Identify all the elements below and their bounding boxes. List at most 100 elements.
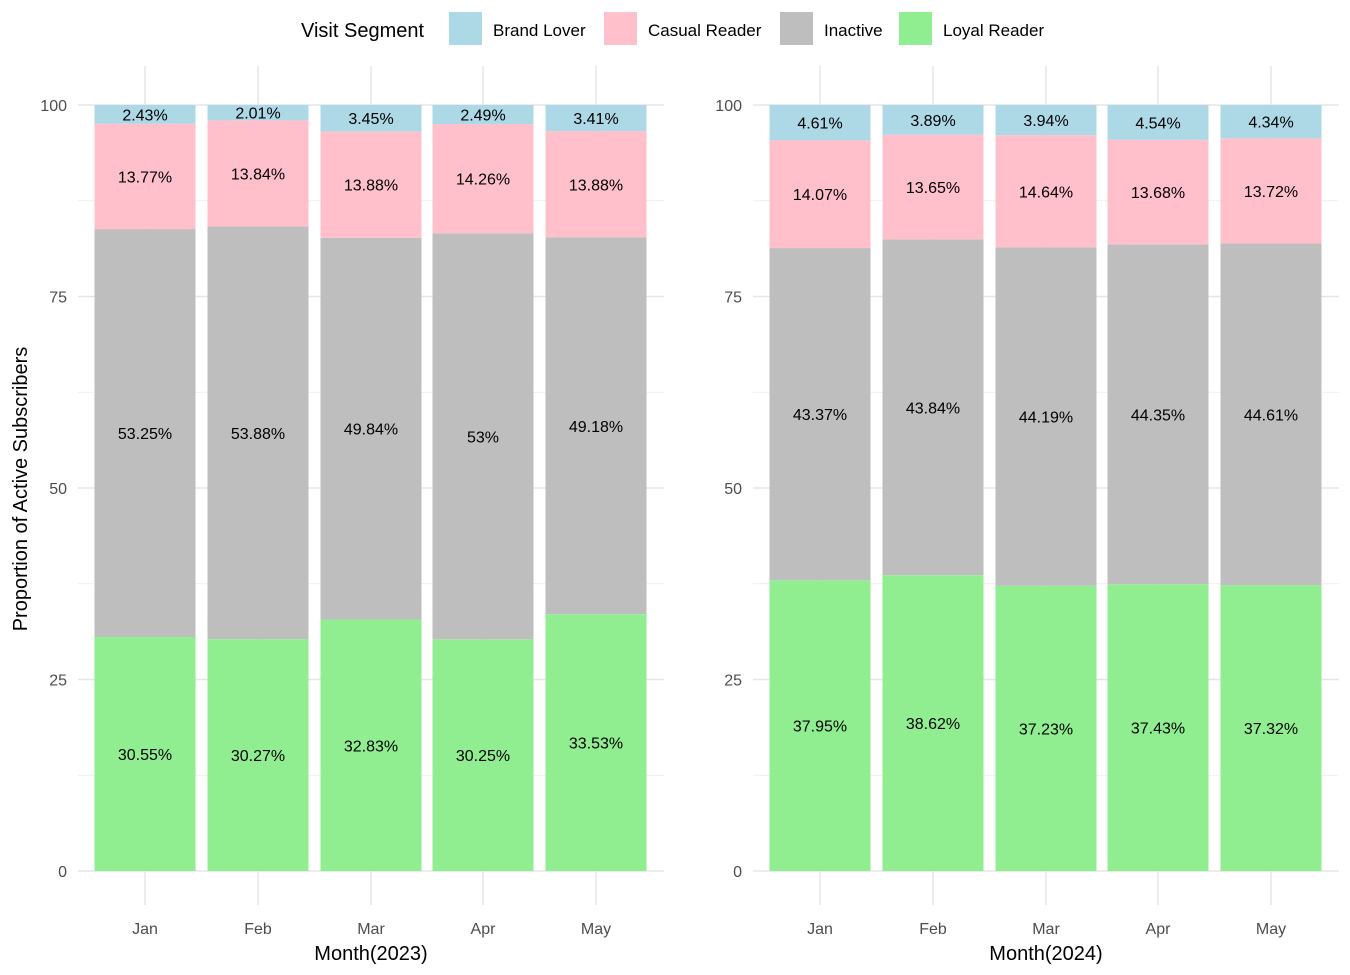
- data-label: 37.32%: [1244, 721, 1298, 738]
- data-label: 4.34%: [1248, 115, 1293, 132]
- bar-loyal-reader-apr-2024: [1107, 584, 1209, 871]
- x-axis-title-2023: Month(2023): [314, 943, 427, 965]
- legend-label-casual-reader: Casual Reader: [648, 21, 762, 40]
- bar-loyal-reader-may-2024: [1220, 585, 1322, 871]
- x-tick-label: Mar: [1032, 921, 1060, 938]
- bar-loyal-reader-jan-2024: [769, 580, 871, 871]
- bar-inactive-may-2023: [545, 237, 647, 615]
- bar-brand-lover-may-2024: [1220, 105, 1322, 139]
- data-label: 2.49%: [460, 108, 505, 125]
- bar-brand-lover-apr-2024: [1107, 105, 1209, 140]
- y-tick-label: 100: [40, 98, 67, 115]
- bar-brand-lover-may-2023: [545, 105, 647, 132]
- data-label: 14.26%: [456, 172, 510, 189]
- x-tick-label: Apr: [1146, 921, 1172, 938]
- x-tick-label: Feb: [919, 921, 947, 938]
- x-tick-label: Mar: [357, 921, 385, 938]
- bar-brand-lover-jan-2024: [769, 105, 871, 141]
- bar-inactive-mar-2023: [320, 237, 422, 620]
- bar-inactive-apr-2023: [432, 233, 534, 640]
- data-label: 13.77%: [118, 169, 172, 186]
- data-label: 4.54%: [1135, 115, 1180, 132]
- data-label: 2.01%: [235, 106, 280, 123]
- data-label: 30.55%: [118, 747, 172, 764]
- bar-casual-reader-may-2023: [545, 131, 647, 238]
- bar-brand-lover-mar-2023: [320, 105, 422, 132]
- y-tick-label: 0: [58, 864, 67, 881]
- bar-casual-reader-mar-2023: [320, 131, 422, 238]
- y-tick-label: 50: [724, 481, 742, 498]
- panel-2023: 0 25 50 75 100 Jan Feb Mar Apr May 30.55% 53.25% 13.…: [40, 66, 664, 938]
- bar-loyal-reader-apr-2023: [432, 639, 534, 871]
- bar-loyal-reader-mar-2024: [995, 585, 1097, 871]
- bar-casual-reader-apr-2023: [432, 124, 534, 234]
- data-label: 13.68%: [1131, 185, 1185, 202]
- legend-label-brand-lover: Brand Lover: [493, 21, 586, 40]
- data-label: 3.45%: [348, 111, 393, 128]
- bar-casual-reader-feb-2024: [882, 134, 984, 240]
- x-tick-label: May: [581, 921, 611, 938]
- data-label: 3.94%: [1023, 113, 1068, 130]
- data-label: 13.65%: [906, 180, 960, 197]
- legend-label-inactive: Inactive: [824, 21, 883, 40]
- legend-label-loyal-reader: Loyal Reader: [943, 21, 1044, 40]
- data-label: 49.84%: [344, 422, 398, 439]
- bar-brand-lover-jan-2023: [94, 105, 196, 124]
- data-label: 14.64%: [1019, 184, 1073, 201]
- data-label: 37.23%: [1019, 721, 1073, 738]
- data-label: 2.43%: [122, 107, 167, 124]
- y-tick-label: 75: [724, 290, 742, 307]
- x-axis-title-2024: Month(2024): [989, 943, 1102, 965]
- x-tick-label: Jan: [132, 921, 158, 938]
- bar-inactive-apr-2024: [1107, 244, 1209, 585]
- data-label: 13.84%: [231, 166, 285, 183]
- data-label: 32.83%: [344, 738, 398, 755]
- bar-brand-lover-mar-2024: [995, 105, 1097, 136]
- bar-loyal-reader-feb-2024: [882, 575, 984, 871]
- y-axis-title: Proportion of Active Subscribers: [10, 347, 32, 632]
- y-tick-label: 25: [724, 673, 742, 690]
- y-tick-label: 75: [49, 290, 67, 307]
- data-label: 3.89%: [910, 113, 955, 130]
- data-label: 4.61%: [797, 116, 842, 133]
- legend-title: Visit Segment: [301, 20, 424, 42]
- bar-inactive-feb-2024: [882, 239, 984, 576]
- bar-casual-reader-mar-2024: [995, 135, 1097, 248]
- bar-inactive-jan-2024: [769, 248, 871, 581]
- y-tick-label: 100: [715, 98, 742, 115]
- data-label: 37.43%: [1131, 721, 1185, 738]
- data-label: 53.88%: [231, 426, 285, 443]
- x-tick-label: Apr: [471, 921, 497, 938]
- data-label: 44.61%: [1244, 407, 1298, 424]
- bar-loyal-reader-feb-2023: [207, 639, 309, 871]
- data-label: 37.95%: [793, 719, 847, 736]
- data-label: 13.72%: [1244, 184, 1298, 201]
- bar-loyal-reader-jan-2023: [94, 636, 196, 871]
- data-label: 30.25%: [456, 748, 510, 765]
- data-label: 53.25%: [118, 426, 172, 443]
- data-label: 13.88%: [569, 177, 623, 194]
- x-tick-label: May: [1256, 921, 1286, 938]
- bar-inactive-may-2024: [1220, 243, 1322, 586]
- y-tick-label: 25: [49, 673, 67, 690]
- data-label: 33.53%: [569, 736, 623, 753]
- x-tick-label: Feb: [244, 921, 272, 938]
- bar-casual-reader-feb-2023: [207, 120, 309, 227]
- bar-loyal-reader-may-2023: [545, 614, 647, 871]
- bar-inactive-feb-2023: [207, 226, 309, 640]
- bar-brand-lover-apr-2023: [432, 105, 534, 125]
- data-label: 43.37%: [793, 407, 847, 424]
- data-label: 13.88%: [344, 178, 398, 195]
- y-tick-label: 0: [733, 864, 742, 881]
- data-label: 53%: [467, 429, 499, 446]
- bar-inactive-mar-2024: [995, 247, 1097, 586]
- x-tick-label: Jan: [807, 921, 833, 938]
- legend-swatch-brand-lover: [449, 12, 482, 45]
- legend: Visit Segment Brand Lover Casual Reader In…: [301, 12, 1044, 45]
- data-label: 43.84%: [906, 400, 960, 417]
- bar-casual-reader-jan-2024: [769, 140, 871, 249]
- data-label: 44.35%: [1131, 407, 1185, 424]
- data-label: 3.41%: [573, 111, 618, 128]
